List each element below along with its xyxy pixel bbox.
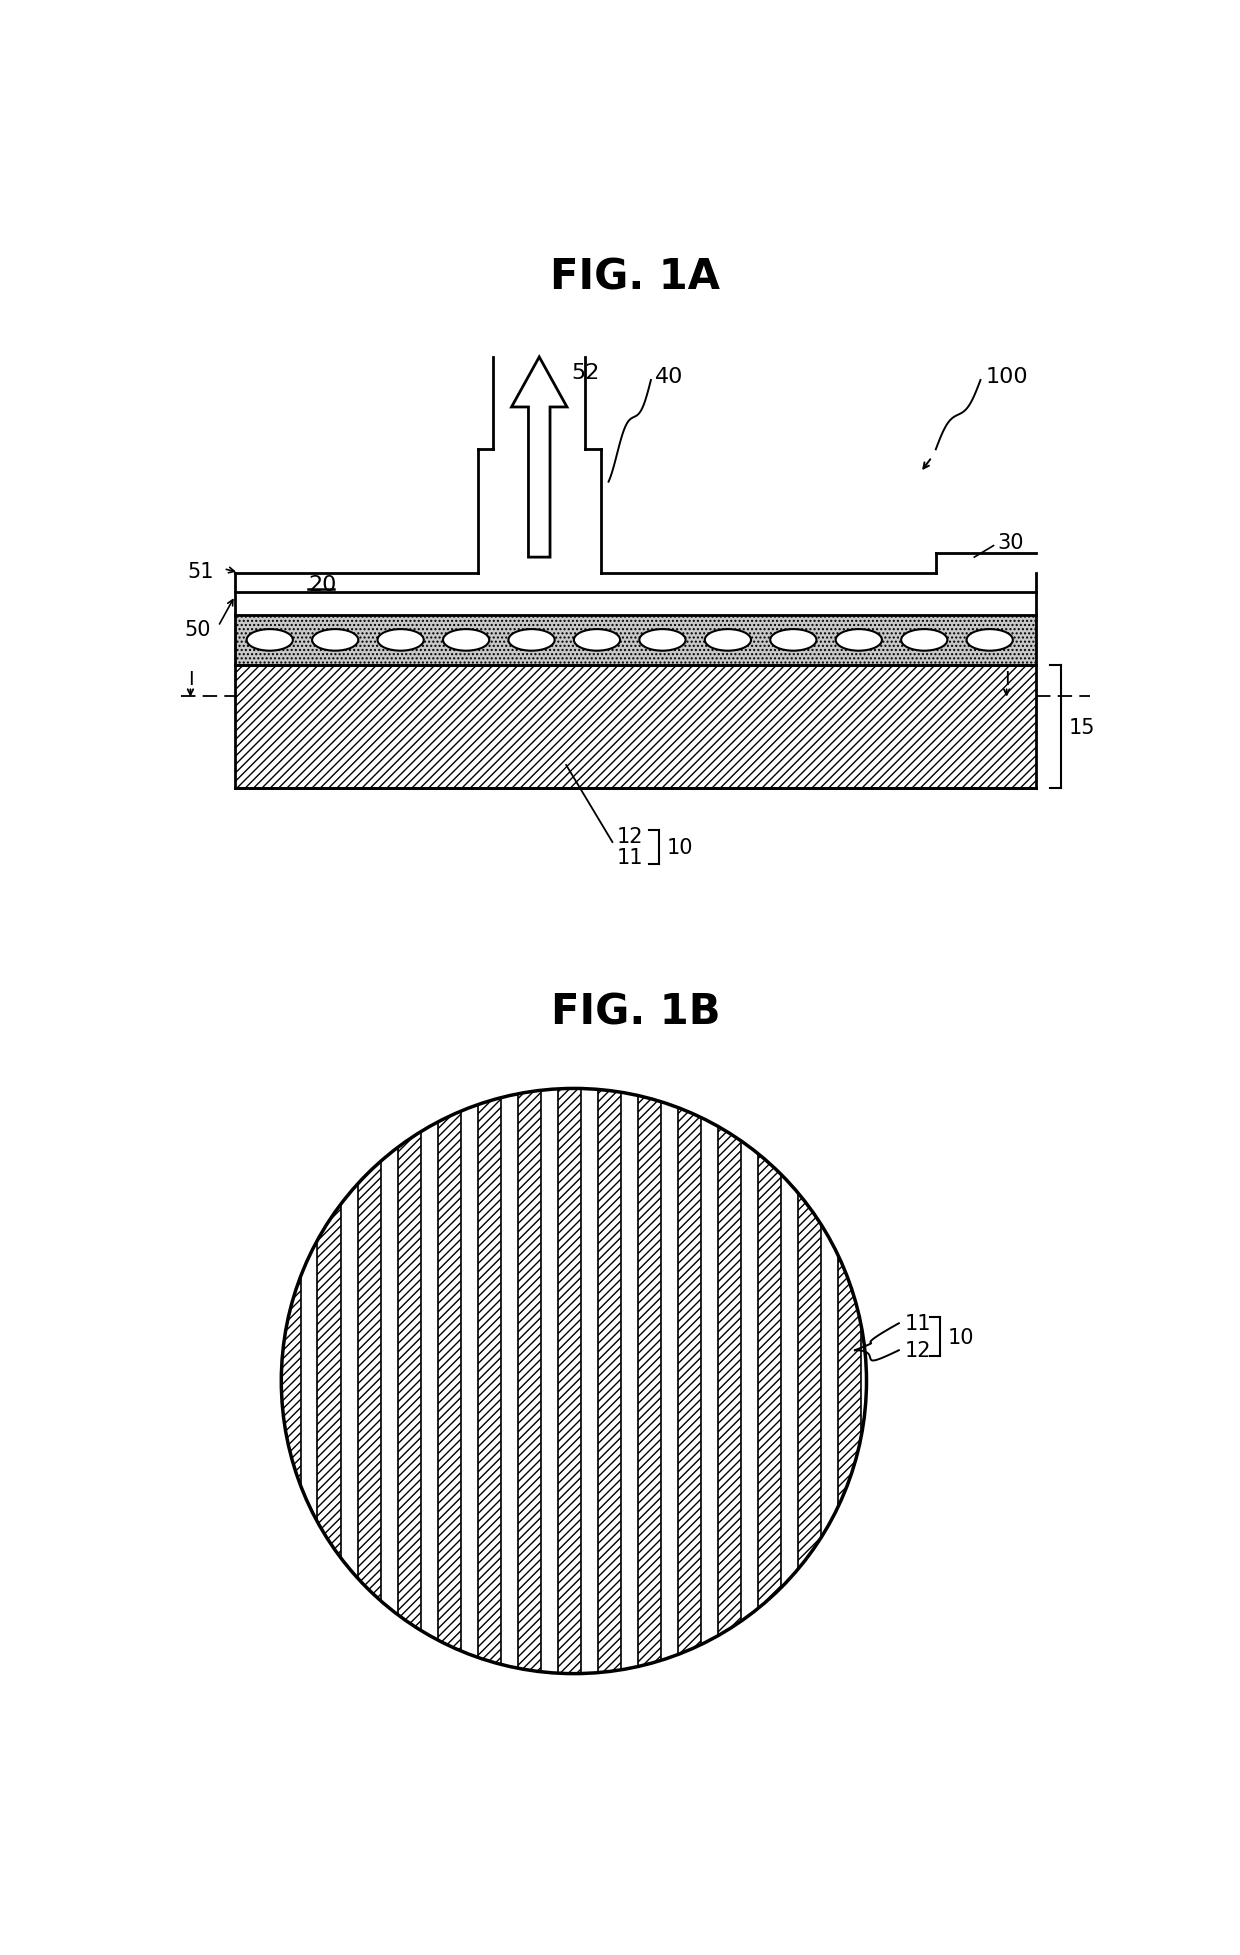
Bar: [821, 1085, 838, 1677]
Bar: [278, 1085, 300, 1677]
Bar: [420, 1085, 438, 1677]
Text: 20: 20: [309, 575, 336, 594]
Bar: [236, 616, 1035, 665]
Bar: [621, 1085, 637, 1677]
Text: FIG. 1B: FIG. 1B: [551, 991, 720, 1032]
Bar: [541, 1085, 558, 1677]
Bar: [236, 665, 1035, 788]
Ellipse shape: [836, 630, 882, 651]
Bar: [477, 1085, 501, 1677]
Text: 12: 12: [616, 827, 642, 847]
Ellipse shape: [704, 630, 751, 651]
Bar: [317, 1085, 341, 1677]
Bar: [718, 1085, 742, 1677]
Bar: [637, 1085, 661, 1677]
Ellipse shape: [508, 630, 554, 651]
Bar: [701, 1085, 718, 1677]
Text: 15: 15: [1068, 717, 1095, 737]
Ellipse shape: [967, 630, 1013, 651]
Bar: [300, 1085, 317, 1677]
Ellipse shape: [640, 630, 686, 651]
Text: I: I: [1004, 671, 1009, 688]
Bar: [799, 1085, 821, 1677]
FancyArrow shape: [512, 358, 567, 557]
Text: 12: 12: [905, 1341, 931, 1361]
Text: 11: 11: [905, 1314, 931, 1333]
Ellipse shape: [901, 630, 947, 651]
Text: 40: 40: [655, 368, 683, 387]
Text: 10: 10: [666, 837, 693, 856]
Ellipse shape: [312, 630, 358, 651]
Bar: [661, 1085, 678, 1677]
Ellipse shape: [770, 630, 816, 651]
Text: 11: 11: [616, 848, 642, 868]
Text: 10: 10: [949, 1327, 975, 1347]
Bar: [517, 1085, 541, 1677]
Bar: [461, 1085, 477, 1677]
Bar: [742, 1085, 758, 1677]
Bar: [678, 1085, 701, 1677]
Bar: [341, 1085, 357, 1677]
Text: 51: 51: [187, 561, 213, 583]
Bar: [838, 1085, 861, 1677]
Circle shape: [281, 1089, 867, 1673]
Bar: [438, 1085, 461, 1677]
Text: 100: 100: [986, 368, 1028, 387]
Bar: [357, 1085, 381, 1677]
Ellipse shape: [574, 630, 620, 651]
Bar: [381, 1085, 398, 1677]
Bar: [598, 1085, 621, 1677]
Bar: [558, 1085, 580, 1677]
Bar: [501, 1085, 517, 1677]
Bar: [398, 1085, 420, 1677]
Ellipse shape: [377, 630, 424, 651]
Ellipse shape: [247, 630, 293, 651]
Text: 52: 52: [572, 364, 600, 383]
Bar: [236, 665, 1035, 788]
Text: I: I: [187, 671, 193, 688]
Bar: [580, 1085, 598, 1677]
Text: FIG. 1A: FIG. 1A: [551, 256, 720, 297]
Bar: [781, 1085, 799, 1677]
Bar: [861, 1085, 878, 1677]
Text: 50: 50: [184, 620, 211, 639]
Text: 30: 30: [997, 532, 1024, 553]
Bar: [758, 1085, 781, 1677]
Bar: [236, 616, 1035, 665]
Ellipse shape: [443, 630, 490, 651]
